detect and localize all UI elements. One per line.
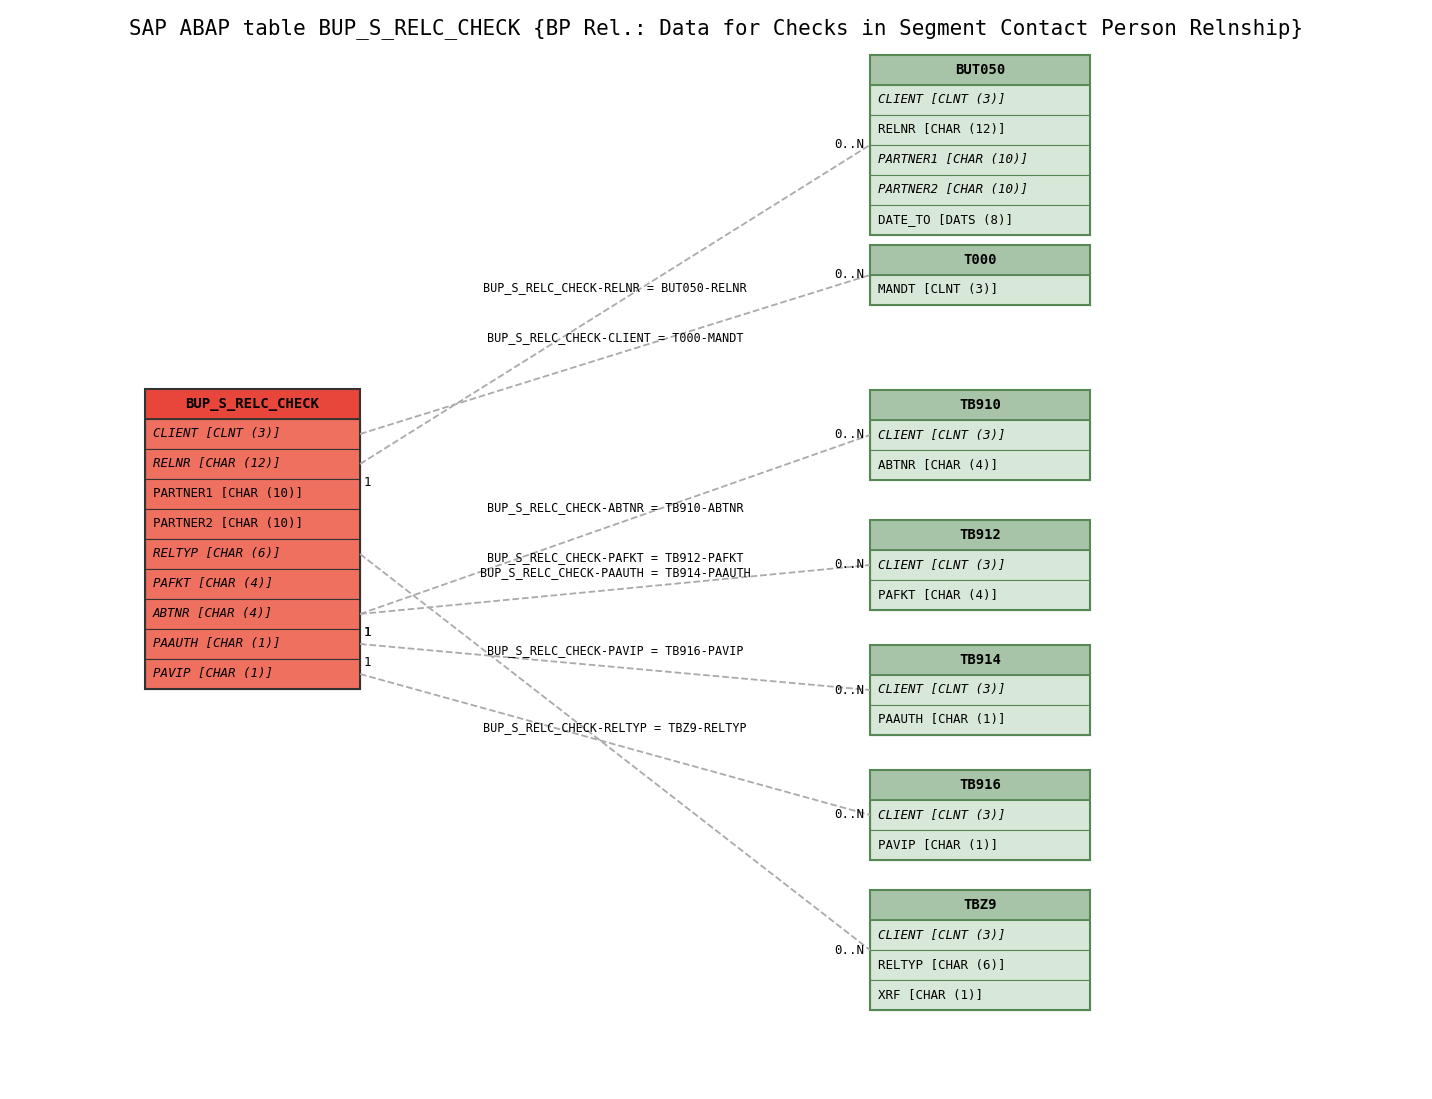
FancyBboxPatch shape — [145, 599, 359, 629]
Text: RELTYP [CHAR (6)]: RELTYP [CHAR (6)] — [878, 958, 1005, 972]
FancyBboxPatch shape — [871, 830, 1090, 861]
Text: PAAUTH [CHAR (1)]: PAAUTH [CHAR (1)] — [878, 713, 1005, 726]
Text: TB910: TB910 — [959, 398, 1001, 412]
FancyBboxPatch shape — [871, 550, 1090, 580]
FancyBboxPatch shape — [871, 704, 1090, 735]
Text: 1: 1 — [364, 656, 371, 669]
Text: BUP_S_RELC_CHECK-PAFKT = TB912-PAFKT
BUP_S_RELC_CHECK-PAAUTH = TB914-PAAUTH: BUP_S_RELC_CHECK-PAFKT = TB912-PAFKT BUP… — [480, 552, 750, 579]
FancyBboxPatch shape — [871, 950, 1090, 980]
Text: BUT050: BUT050 — [955, 63, 1005, 77]
Text: MANDT [CLNT (3)]: MANDT [CLNT (3)] — [878, 284, 998, 297]
Text: PAAUTH [CHAR (1)]: PAAUTH [CHAR (1)] — [153, 637, 281, 651]
Text: CLIENT [CLNT (3)]: CLIENT [CLNT (3)] — [878, 429, 1005, 442]
Text: PARTNER1 [CHAR (10)]: PARTNER1 [CHAR (10)] — [153, 488, 304, 500]
Text: RELNR [CHAR (12)]: RELNR [CHAR (12)] — [153, 457, 281, 470]
Text: PARTNER1 [CHAR (10)]: PARTNER1 [CHAR (10)] — [878, 154, 1028, 167]
FancyBboxPatch shape — [871, 520, 1090, 550]
FancyBboxPatch shape — [871, 890, 1090, 920]
Text: 0..N: 0..N — [833, 558, 863, 571]
Text: ABTNR [CHAR (4)]: ABTNR [CHAR (4)] — [878, 458, 998, 471]
Text: TB916: TB916 — [959, 778, 1001, 792]
Text: T000: T000 — [964, 253, 997, 267]
FancyBboxPatch shape — [871, 245, 1090, 275]
Text: SAP ABAP table BUP_S_RELC_CHECK {BP Rel.: Data for Checks in Segment Contact Per: SAP ABAP table BUP_S_RELC_CHECK {BP Rel.… — [129, 18, 1303, 38]
Text: CLIENT [CLNT (3)]: CLIENT [CLNT (3)] — [878, 558, 1005, 571]
FancyBboxPatch shape — [145, 539, 359, 569]
FancyBboxPatch shape — [145, 449, 359, 479]
Text: TB914: TB914 — [959, 653, 1001, 667]
FancyBboxPatch shape — [871, 55, 1090, 85]
FancyBboxPatch shape — [871, 920, 1090, 950]
FancyBboxPatch shape — [871, 770, 1090, 800]
Text: 1: 1 — [364, 626, 371, 639]
FancyBboxPatch shape — [145, 479, 359, 509]
Text: CLIENT [CLNT (3)]: CLIENT [CLNT (3)] — [878, 93, 1005, 107]
Text: 1: 1 — [364, 476, 371, 489]
Text: BUP_S_RELC_CHECK-PAVIP = TB916-PAVIP: BUP_S_RELC_CHECK-PAVIP = TB916-PAVIP — [487, 644, 743, 657]
Text: CLIENT [CLNT (3)]: CLIENT [CLNT (3)] — [878, 929, 1005, 942]
Text: 0..N: 0..N — [833, 429, 863, 442]
Text: BUP_S_RELC_CHECK-CLIENT = T000-MANDT: BUP_S_RELC_CHECK-CLIENT = T000-MANDT — [487, 332, 743, 344]
Text: CLIENT [CLNT (3)]: CLIENT [CLNT (3)] — [878, 809, 1005, 821]
Text: PAFKT [CHAR (4)]: PAFKT [CHAR (4)] — [878, 588, 998, 601]
Text: BUP_S_RELC_CHECK-ABTNR = TB910-ABTNR: BUP_S_RELC_CHECK-ABTNR = TB910-ABTNR — [487, 501, 743, 514]
Text: DATE_TO [DATS (8)]: DATE_TO [DATS (8)] — [878, 213, 1012, 226]
FancyBboxPatch shape — [871, 85, 1090, 115]
Text: 0..N: 0..N — [833, 809, 863, 821]
FancyBboxPatch shape — [871, 175, 1090, 206]
Text: BUP_S_RELC_CHECK-RELNR = BUT050-RELNR: BUP_S_RELC_CHECK-RELNR = BUT050-RELNR — [483, 281, 748, 295]
FancyBboxPatch shape — [145, 659, 359, 689]
FancyBboxPatch shape — [145, 389, 359, 419]
FancyBboxPatch shape — [145, 419, 359, 449]
FancyBboxPatch shape — [871, 206, 1090, 235]
FancyBboxPatch shape — [871, 420, 1090, 449]
Text: 0..N: 0..N — [833, 684, 863, 697]
FancyBboxPatch shape — [871, 115, 1090, 145]
FancyBboxPatch shape — [871, 800, 1090, 830]
FancyBboxPatch shape — [145, 569, 359, 599]
Text: ABTNR [CHAR (4)]: ABTNR [CHAR (4)] — [153, 608, 274, 621]
Text: 1: 1 — [364, 626, 371, 639]
Text: 0..N: 0..N — [833, 268, 863, 281]
Text: XRF [CHAR (1)]: XRF [CHAR (1)] — [878, 988, 982, 1001]
Text: 0..N: 0..N — [833, 944, 863, 956]
Text: PAVIP [CHAR (1)]: PAVIP [CHAR (1)] — [878, 839, 998, 852]
FancyBboxPatch shape — [871, 675, 1090, 704]
Text: TB912: TB912 — [959, 528, 1001, 542]
Text: PAFKT [CHAR (4)]: PAFKT [CHAR (4)] — [153, 577, 274, 590]
FancyBboxPatch shape — [145, 509, 359, 539]
Text: TBZ9: TBZ9 — [964, 898, 997, 912]
FancyBboxPatch shape — [871, 580, 1090, 610]
Text: PARTNER2 [CHAR (10)]: PARTNER2 [CHAR (10)] — [878, 184, 1028, 197]
Text: CLIENT [CLNT (3)]: CLIENT [CLNT (3)] — [153, 428, 281, 441]
FancyBboxPatch shape — [145, 629, 359, 659]
Text: CLIENT [CLNT (3)]: CLIENT [CLNT (3)] — [878, 684, 1005, 697]
FancyBboxPatch shape — [871, 390, 1090, 420]
FancyBboxPatch shape — [871, 980, 1090, 1010]
Text: RELNR [CHAR (12)]: RELNR [CHAR (12)] — [878, 123, 1005, 136]
Text: BUP_S_RELC_CHECK-RELTYP = TBZ9-RELTYP: BUP_S_RELC_CHECK-RELTYP = TBZ9-RELTYP — [483, 722, 748, 734]
Text: BUP_S_RELC_CHECK: BUP_S_RELC_CHECK — [186, 397, 319, 411]
FancyBboxPatch shape — [871, 275, 1090, 306]
Text: PARTNER2 [CHAR (10)]: PARTNER2 [CHAR (10)] — [153, 518, 304, 531]
FancyBboxPatch shape — [871, 645, 1090, 675]
Text: PAVIP [CHAR (1)]: PAVIP [CHAR (1)] — [153, 667, 274, 680]
Text: RELTYP [CHAR (6)]: RELTYP [CHAR (6)] — [153, 547, 281, 560]
FancyBboxPatch shape — [871, 449, 1090, 480]
FancyBboxPatch shape — [871, 145, 1090, 175]
Text: 0..N: 0..N — [833, 138, 863, 152]
